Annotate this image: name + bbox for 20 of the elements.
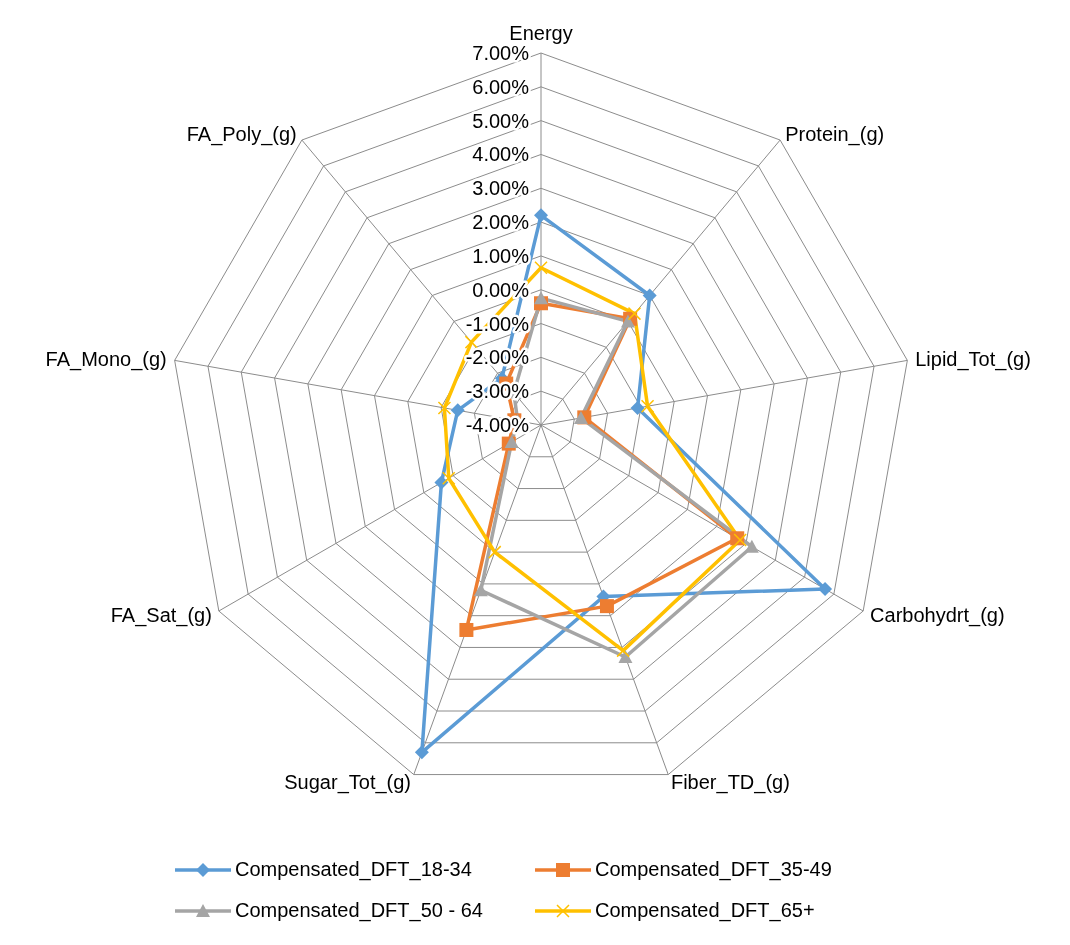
legend-label: Compensated_DFT_35-49: [595, 858, 832, 881]
spoke-label: Energy: [509, 22, 573, 44]
spoke-label: FA_Mono_(g): [45, 348, 167, 372]
spoke-label: FA_Poly_(g): [186, 122, 297, 146]
legend-label: Compensated_DFT_18-34: [235, 858, 472, 881]
y-tick-label: 5.00%: [472, 109, 530, 132]
spoke-label: Fiber_TD_(g): [670, 771, 790, 795]
y-tick-label: 3.00%: [472, 177, 530, 200]
spoke-label: FA_Sat_(g): [110, 604, 212, 627]
spoke-label: Protein_(g): [785, 122, 885, 146]
legend-label: Compensated_DFT_65+: [595, 899, 815, 922]
y-tick-label: 6.00%: [472, 75, 530, 98]
y-tick-label: 4.00%: [472, 143, 530, 166]
y-tick-label: 7.00%: [472, 42, 530, 64]
legend-label: Compensated_DFT_50 - 64: [235, 899, 483, 922]
y-tick-label: 2.00%: [472, 211, 530, 234]
spoke-label: Sugar_Tot_(g): [284, 771, 412, 795]
spoke-label: Carbohydrt_(g): [870, 604, 1005, 627]
y-tick-label: 1.00%: [472, 244, 530, 267]
spoke-label: Lipid_Tot_(g): [915, 348, 1031, 372]
